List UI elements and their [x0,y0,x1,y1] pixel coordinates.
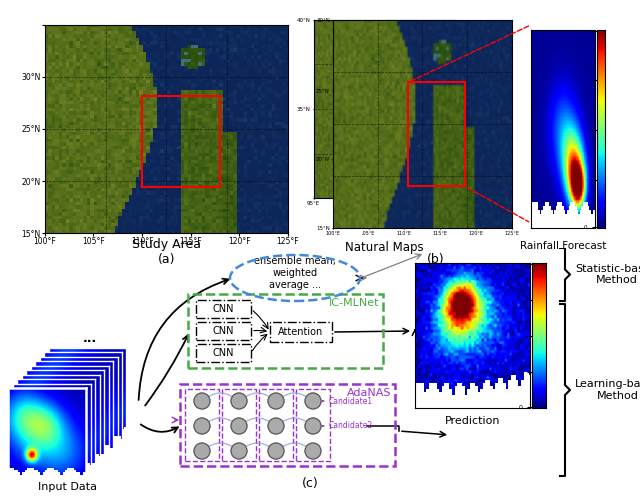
Bar [408,82,465,186]
Text: Attention: Attention [278,327,324,337]
Text: Prediction: Prediction [445,416,500,426]
Text: (b): (b) [426,253,444,266]
Circle shape [231,393,247,409]
Text: CNN: CNN [212,348,234,358]
Circle shape [268,418,284,434]
Text: Study Area: Study Area [132,238,201,251]
Text: Natural Maps: Natural Maps [345,241,423,253]
Text: (a): (a) [157,253,175,266]
Text: Candidate1: Candidate1 [329,396,373,406]
Circle shape [305,443,321,459]
Text: Statistic-based
Method: Statistic-based Method [575,264,640,285]
Text: AdaNAS: AdaNAS [346,388,391,398]
Circle shape [305,393,321,409]
Circle shape [231,443,247,459]
Circle shape [268,393,284,409]
Text: Rainfall Forecast: Rainfall Forecast [520,241,606,250]
Text: ensemble mean,
weighted
average ...: ensemble mean, weighted average ... [254,256,336,290]
Bar [142,96,220,187]
Circle shape [305,418,321,434]
Text: Input Data: Input Data [38,482,97,492]
Text: Candidate2: Candidate2 [329,422,373,431]
Circle shape [194,443,210,459]
Circle shape [231,418,247,434]
Text: CNN: CNN [212,326,234,336]
Text: IC-MLNet: IC-MLNet [328,298,379,308]
Circle shape [194,393,210,409]
Text: Learning-based
Method: Learning-based Method [575,379,640,401]
Circle shape [268,443,284,459]
Text: (c): (c) [301,477,318,490]
Text: CNN: CNN [212,304,234,314]
Text: ...: ... [83,331,97,345]
Circle shape [194,418,210,434]
